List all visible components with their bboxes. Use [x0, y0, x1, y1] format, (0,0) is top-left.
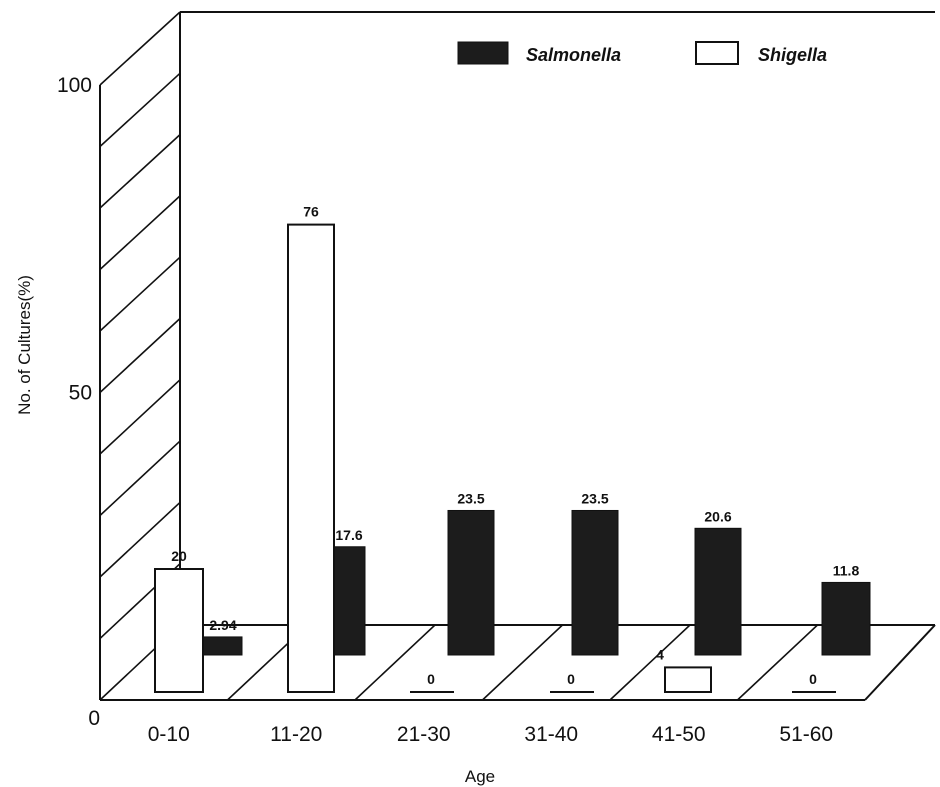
chart-frame — [99, 11, 936, 701]
wall-gridline — [99, 440, 181, 517]
legend: Salmonella Shigella — [457, 41, 827, 65]
data-label-salmonella: 2.94 — [209, 617, 236, 633]
data-label-shigella: 0 — [427, 671, 435, 687]
bar-salmonella — [694, 527, 742, 656]
y-tick-label: 0 — [88, 707, 100, 730]
wall-gridline — [99, 256, 181, 332]
wall-gridline — [99, 195, 181, 271]
y-tick-label: 100 — [57, 74, 92, 97]
data-label-shigella: 0 — [809, 671, 817, 687]
wall-gridline — [99, 134, 181, 209]
x-tick-label: 41-50 — [652, 723, 706, 746]
data-label-shigella: 76 — [303, 204, 319, 220]
data-label-shigella: 20 — [171, 548, 187, 564]
legend-swatch-salmonella — [457, 41, 509, 65]
wall-gridline — [99, 379, 181, 455]
wall-gridline — [99, 11, 181, 86]
bar-salmonella — [821, 581, 871, 656]
data-label-salmonella: 23.5 — [457, 490, 484, 506]
floor-divider — [354, 624, 436, 701]
bar-shigella — [154, 568, 204, 693]
data-label-salmonella: 23.5 — [581, 490, 608, 506]
data-label-salmonella: 17.6 — [335, 527, 362, 543]
legend-label-shigella: Shigella — [758, 45, 827, 65]
y-tick-label: 50 — [69, 382, 92, 405]
x-tick-label: 11-20 — [270, 723, 322, 746]
data-label-salmonella: 20.6 — [704, 508, 731, 524]
bars — [154, 223, 871, 694]
floor-divider — [609, 624, 691, 701]
floor-divider — [481, 624, 564, 701]
wall-gridline — [99, 501, 181, 578]
bar-salmonella — [199, 636, 243, 656]
legend-label-salmonella: Salmonella — [526, 45, 621, 65]
bar-shigella — [287, 223, 335, 693]
x-tick-label: 51-60 — [779, 723, 833, 746]
labels: 0 50 100 No. of Cultures(%) Age 0-10 11-20 21-3… — [15, 74, 859, 786]
bar-salmonella — [447, 509, 495, 656]
y-axis-title: No. of Cultures(%) — [15, 275, 34, 415]
x-axis-title: Age — [465, 767, 495, 786]
x-tick-label: 21-30 — [397, 723, 451, 746]
data-label-shigella: 4 — [656, 646, 664, 662]
bar-salmonella — [571, 509, 619, 656]
floor-divider — [736, 624, 819, 701]
wall-gridline — [99, 317, 181, 394]
floor-right-edge — [864, 624, 936, 701]
bar-salmonella — [332, 546, 366, 656]
bar-shigella — [664, 666, 712, 694]
wall-gridline — [99, 72, 181, 148]
x-tick-label: 31-40 — [524, 723, 578, 746]
x-tick-label: 0-10 — [148, 723, 190, 746]
data-label-salmonella: 11.8 — [833, 562, 860, 578]
data-label-shigella: 0 — [567, 671, 575, 687]
legend-swatch-shigella — [695, 41, 739, 65]
